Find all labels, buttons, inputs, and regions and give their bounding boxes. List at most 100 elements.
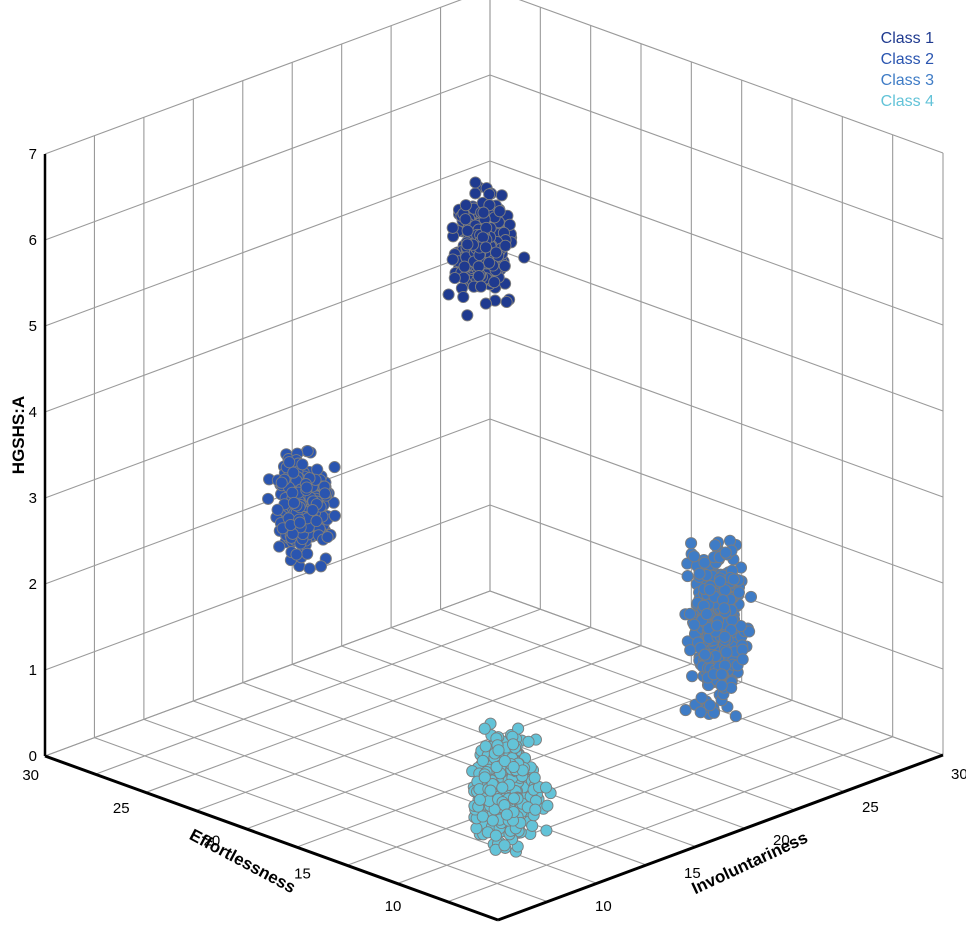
data-point <box>296 458 309 471</box>
data-point <box>498 839 511 852</box>
x-tick-label: 10 <box>385 898 402 915</box>
data-point <box>311 463 324 476</box>
z-tick-label: 4 <box>29 404 37 421</box>
grid-line <box>44 590 491 757</box>
z-tick-label: 0 <box>29 748 37 765</box>
grid-line <box>44 332 491 499</box>
data-point <box>301 547 314 560</box>
data-point <box>488 276 501 289</box>
y-tick-label: 30 <box>951 766 966 783</box>
data-point <box>720 646 733 659</box>
data-point <box>539 781 553 794</box>
grid-line <box>489 160 944 326</box>
z-axis-label: HGSHS:A <box>9 396 28 474</box>
x-axis-label: Effortlessness <box>186 825 298 897</box>
data-point <box>743 625 756 638</box>
data-point <box>489 829 502 842</box>
grid-line <box>489 418 944 584</box>
grid-line <box>195 645 642 812</box>
grid-line <box>44 246 491 413</box>
grid-line <box>489 246 944 412</box>
series-3 <box>679 534 758 723</box>
y-axis-line <box>497 753 944 922</box>
data-point <box>700 608 713 621</box>
legend-entry-class-3: Class 3 <box>880 72 934 89</box>
data-point <box>529 803 542 816</box>
grid-line <box>346 699 793 866</box>
x-tick-label: 15 <box>294 865 311 882</box>
series-4 <box>466 717 557 858</box>
data-point <box>446 221 459 234</box>
z-tick-label: 7 <box>29 146 37 163</box>
grid-line <box>390 627 845 793</box>
y-tick-label: 10 <box>595 898 612 915</box>
data-point <box>507 738 520 751</box>
data-point <box>476 810 489 823</box>
data-point <box>303 562 316 575</box>
data-point <box>300 481 313 494</box>
grid-line <box>518 0 944 154</box>
data-point <box>490 760 503 774</box>
y-tick-label: 25 <box>862 799 879 816</box>
data-points <box>262 176 758 858</box>
data-point <box>496 781 509 794</box>
data-point <box>461 224 474 237</box>
data-point <box>729 710 742 723</box>
data-point <box>275 476 288 489</box>
grid-line <box>397 718 843 885</box>
data-point <box>473 793 486 806</box>
z-tick-label: 5 <box>29 318 37 335</box>
data-point <box>681 570 694 583</box>
legend-entry-class-2: Class 2 <box>880 51 934 68</box>
legend-entry-class-4: Class 4 <box>880 93 934 110</box>
data-point <box>507 792 520 805</box>
data-point <box>301 445 314 458</box>
grid-line <box>95 608 541 775</box>
legend: Class 1 Class 2 Class 3 Class 4 <box>881 28 934 112</box>
data-point <box>693 567 706 580</box>
data-point <box>321 531 334 544</box>
data-point <box>474 280 488 293</box>
data-point <box>328 461 341 474</box>
data-point <box>498 259 511 273</box>
data-point <box>526 819 539 832</box>
data-point <box>688 550 701 563</box>
data-point <box>448 271 461 285</box>
grid-line <box>242 682 696 848</box>
data-point <box>703 583 716 596</box>
data-point <box>459 213 472 226</box>
series-1 <box>442 176 531 322</box>
data-point <box>500 295 513 309</box>
data-point <box>446 253 459 266</box>
data-point <box>283 456 296 469</box>
data-point <box>698 556 711 569</box>
data-point <box>727 573 740 586</box>
z-tick-label: 2 <box>29 576 37 593</box>
data-point <box>703 699 716 712</box>
z-tick-label: 6 <box>29 232 37 249</box>
data-point <box>461 309 474 322</box>
data-point <box>478 722 491 735</box>
grid-line <box>145 626 591 793</box>
data-point <box>478 771 491 784</box>
data-point <box>499 239 512 252</box>
data-point <box>679 704 692 717</box>
data-point <box>736 653 749 666</box>
grid-line <box>246 663 692 830</box>
z-tick-label: 3 <box>29 490 37 507</box>
grid-line <box>440 608 894 774</box>
data-point <box>271 503 284 516</box>
data-point <box>512 722 525 735</box>
grid-line <box>489 74 944 240</box>
data-point <box>486 814 499 827</box>
data-point <box>476 754 489 767</box>
y-axis-label: Involuntariness <box>689 828 811 898</box>
data-point <box>528 771 541 784</box>
grid-line <box>44 160 491 327</box>
data-point <box>477 206 490 219</box>
data-point <box>507 760 520 774</box>
data-point <box>493 205 506 218</box>
axes <box>43 154 944 922</box>
data-point <box>442 288 455 301</box>
